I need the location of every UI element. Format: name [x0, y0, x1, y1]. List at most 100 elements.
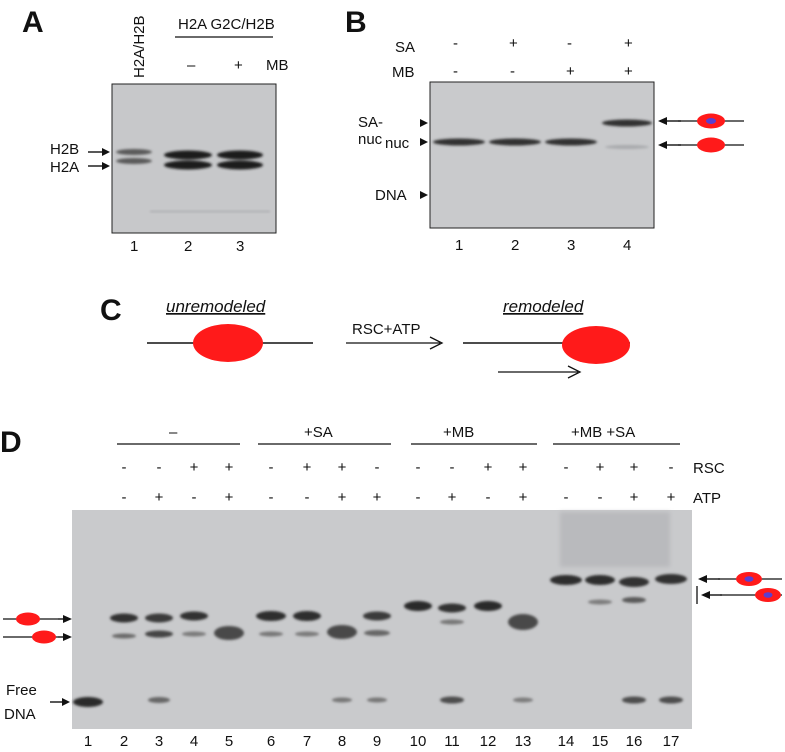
panel-d-lane-number: 17 [663, 733, 680, 750]
panel-d-atp-sign: + [667, 489, 676, 506]
panel-d-atp-sign: - [416, 489, 421, 506]
panel-d-group-2: +SA [304, 424, 333, 441]
panel-d-sanuc-center-symbol [698, 572, 782, 586]
panel-d-atp-sign: + [630, 489, 639, 506]
panel-a-arrow-h2a [88, 162, 110, 170]
panel-d-free-dna-1: Free [6, 682, 37, 699]
panel-b-mb-4: + [624, 63, 633, 80]
panel-b-sa-2: + [509, 35, 518, 52]
panel-d-sanuc-free-symbol [3, 612, 72, 626]
panel-a-lane-2: 2 [184, 238, 192, 255]
panel-a-band-h2a-lane2 [164, 160, 212, 170]
panel-b-sa-1: - [453, 35, 458, 52]
panel-c-unremodeled-nucleosome [147, 324, 313, 362]
panel-d-band [110, 613, 138, 623]
panel-d-rsc-sign: + [596, 459, 605, 476]
panel-a-label-h2b: H2B [50, 141, 79, 158]
panel-d-band [214, 626, 244, 640]
panel-a-lane-3: 3 [236, 238, 244, 255]
panel-d-atp-sign: + [448, 489, 457, 506]
panel-d-rsc-sign: - [269, 459, 274, 476]
panel-b-arrow-sanuc [420, 119, 428, 127]
panel-b: B SA MB - + - + - - + + SA- nuc nuc DNA [345, 6, 744, 254]
panel-d: D – +SA +MB +MB +SA RSC ATP - - + + - + + - - - + +… [0, 424, 782, 750]
panel-d-band [327, 625, 357, 639]
panel-d-band [293, 611, 321, 621]
panel-d-lane-number: 4 [190, 733, 198, 750]
panel-d-lane-number: 7 [303, 733, 311, 750]
panel-d-atp-sign: + [155, 489, 164, 506]
panel-d-lane-number: 9 [373, 733, 381, 750]
panel-c-reaction-arrow [346, 336, 444, 350]
panel-b-sa-3: - [567, 35, 572, 52]
panel-d-band [182, 631, 206, 637]
panel-d-rsc-sign: + [190, 459, 199, 476]
panel-d-rsc-sign: + [303, 459, 312, 476]
panel-d-rsc-sign: + [519, 459, 528, 476]
panel-d-band [474, 601, 502, 611]
panel-b-mb-3: + [566, 63, 575, 80]
panel-d-band [145, 630, 173, 638]
panel-b-lane-1: 1 [455, 237, 463, 254]
panel-d-rsc-sign: - [375, 459, 380, 476]
panel-d-band [622, 696, 646, 704]
panel-d-lane-number: 12 [480, 733, 497, 750]
panel-d-band [367, 697, 387, 703]
panel-a-col1-label: H2A/H2B [131, 15, 148, 78]
panel-b-sanuc-symbol [658, 113, 744, 129]
panel-a-mb-minus: – [187, 57, 196, 74]
panel-a-mb-plus: + [234, 57, 243, 74]
panel-d-lane-number: 14 [558, 733, 575, 750]
panel-d-shifted-symbol [3, 630, 72, 644]
panel-b-label-sanuc-2: nuc [358, 131, 383, 148]
panel-d-lane-number: 5 [225, 733, 233, 750]
panel-a-band-h2b-lane2 [164, 150, 212, 160]
panel-d-lane-numbers: 1 2 3 4 5 6 7 8 9 10 11 12 13 14 15 16 17 [84, 733, 680, 750]
panel-d-lane-number: 13 [515, 733, 532, 750]
panel-c-remodeled-nucleosome [463, 326, 630, 364]
panel-d-band [404, 601, 432, 611]
panel-a-label-h2a: H2A [50, 159, 79, 176]
panel-d-band [295, 631, 319, 637]
panel-b-arrow-dna [420, 191, 428, 199]
panel-b-label-dna: DNA [375, 187, 407, 204]
panel-a-lane-1: 1 [130, 238, 138, 255]
panel-d-band [73, 697, 103, 707]
panel-a-bands [116, 149, 263, 170]
panel-d-lane-number: 16 [626, 733, 643, 750]
panel-d-lane-number: 3 [155, 733, 163, 750]
panel-c: C unremodeled remodeled RSC+ATP [100, 294, 630, 379]
panel-a-band-h2b-lane3 [217, 150, 263, 160]
panel-d-atp-label: ATP [693, 490, 721, 507]
panel-d-band [363, 611, 391, 621]
panel-b-gel [429, 81, 655, 229]
panel-d-group-3: +MB [443, 424, 474, 441]
panel-d-rsc-sign: + [338, 459, 347, 476]
panel-d-lane-number: 15 [592, 733, 609, 750]
panel-d-atp-sign: - [305, 489, 310, 506]
panel-d-atp-sign: - [564, 489, 569, 506]
panel-d-band [259, 631, 283, 637]
panel-d-band [513, 697, 533, 703]
panel-b-label-mb: MB [392, 64, 415, 81]
panel-b-label-sa: SA [395, 39, 415, 56]
panel-a-letter: A [22, 6, 44, 39]
panel-d-band [364, 630, 390, 636]
panel-a-band-h2a-lane3 [217, 160, 263, 170]
panel-d-free-dna-arrow [50, 698, 70, 706]
panel-d-rsc-sign: - [564, 459, 569, 476]
panel-a-arrow-h2b [88, 148, 110, 156]
panel-d-atp-sign: - [598, 489, 603, 506]
panel-b-lane-2: 2 [511, 237, 519, 254]
panel-b-sa-4: + [624, 35, 633, 52]
panel-c-right-label: remodeled [503, 297, 584, 316]
panel-c-direction-arrow [498, 365, 582, 379]
panel-d-band [622, 597, 646, 603]
panel-d-lane-number: 10 [410, 733, 427, 750]
panel-d-band [588, 599, 612, 605]
panel-d-rsc-sign: - [669, 459, 674, 476]
panel-a-group-label: H2A G2C/H2B [178, 16, 275, 33]
panel-d-band [619, 577, 649, 587]
panel-b-band-nuc-lane1 [433, 138, 485, 146]
